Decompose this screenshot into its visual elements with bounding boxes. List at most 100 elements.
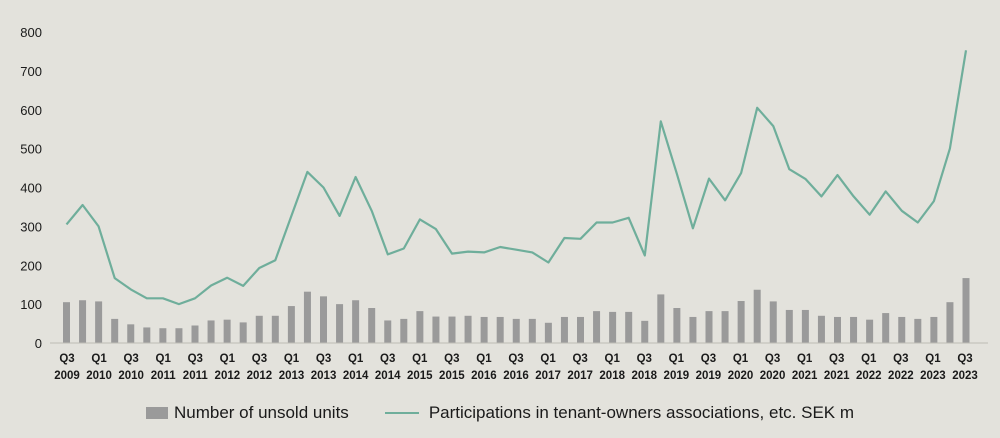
x-tick-year: 2011	[183, 370, 209, 382]
x-tick-year: 2010	[86, 370, 112, 382]
bar	[95, 301, 103, 343]
y-tick-label: 700	[20, 64, 42, 79]
x-tick-quarter: Q1	[797, 353, 813, 365]
bar	[384, 320, 392, 343]
bar	[63, 302, 70, 343]
bar	[753, 289, 761, 343]
x-tick-quarter: Q3	[380, 353, 395, 365]
bar	[673, 308, 681, 343]
y-tick-label: 300	[20, 219, 42, 234]
x-tick-quarter: Q1	[925, 353, 941, 365]
x-tick-year: 2018	[599, 370, 625, 382]
x-tick-year: 2016	[503, 370, 529, 382]
x-tick-quarter: Q3	[637, 353, 652, 365]
x-tick-quarter: Q1	[476, 353, 492, 365]
legend-swatch-line	[384, 412, 419, 414]
x-tick-quarter: Q3	[765, 353, 780, 365]
bar	[528, 318, 536, 343]
x-tick-quarter: Q3	[957, 353, 972, 365]
x-tick-year: 2012	[215, 370, 241, 382]
x-tick-year: 2013	[279, 370, 305, 382]
bar	[785, 309, 793, 343]
x-tick-year: 2009	[54, 370, 80, 382]
bar	[801, 309, 809, 343]
legend-item-bars: Number of unsold units	[145, 403, 349, 423]
x-tick-year: 2020	[728, 370, 754, 382]
x-tick-year: 2015	[439, 370, 465, 382]
legend-item-line: Participations in tenant-owners associat…	[384, 403, 855, 423]
combo-chart: 0 100 200 300 400 500 600 700 800 Q3 2009 Q1 2010 Q3…	[20, 25, 988, 382]
x-tick-year: 2014	[343, 370, 369, 382]
y-tick-label: 100	[20, 297, 42, 312]
bar	[111, 318, 119, 343]
x-tick-quarter: Q1	[605, 353, 621, 365]
bar	[191, 325, 199, 343]
y-tick-label: 500	[20, 142, 42, 157]
bar	[882, 313, 890, 343]
y-tick-label: 400	[20, 181, 42, 196]
x-tick-quarter: Q1	[540, 353, 556, 365]
bar	[705, 311, 713, 343]
x-tick-year: 2021	[792, 370, 818, 382]
bar	[593, 311, 601, 343]
bar	[448, 316, 456, 343]
x-tick-quarter: Q3	[893, 353, 908, 365]
bar	[850, 316, 858, 343]
bar	[175, 328, 183, 343]
bar	[625, 311, 633, 343]
x-tick-quarter: Q1	[220, 353, 236, 365]
bar	[207, 320, 215, 343]
bar	[464, 315, 472, 343]
bar	[834, 316, 841, 343]
bar	[79, 300, 87, 343]
x-tick-year: 2021	[824, 370, 850, 382]
x-tick-quarter: Q3	[59, 353, 74, 365]
x-tick-year: 2018	[631, 370, 657, 382]
x-tick-year: 2022	[856, 370, 882, 382]
line-series	[65, 50, 968, 306]
bar	[336, 304, 344, 343]
x-tick-quarter: Q1	[861, 353, 877, 365]
legend-label-line: Participations in tenant-owners associat…	[428, 403, 855, 422]
x-tick-year: 2011	[151, 370, 177, 382]
x-tick-quarter: Q1	[733, 353, 749, 365]
x-tick-year: 2023	[920, 370, 946, 382]
y-tick-label: 800	[20, 25, 42, 40]
bar	[914, 318, 922, 343]
bar	[432, 316, 440, 343]
bar	[577, 316, 584, 343]
x-tick-year: 2014	[375, 370, 401, 382]
bar	[657, 294, 665, 343]
x-tick-year: 2017	[567, 370, 593, 382]
bar	[769, 301, 777, 343]
x-tick-year: 2016	[471, 370, 497, 382]
x-tick-quarter: Q1	[348, 353, 364, 365]
bar	[255, 315, 263, 343]
bar	[866, 319, 874, 343]
bar	[560, 316, 568, 343]
x-tick-quarter: Q3	[123, 353, 138, 365]
y-tick-label: 600	[20, 103, 42, 118]
x-tick-quarter: Q3	[508, 353, 523, 365]
bar	[223, 319, 231, 343]
x-tick-year: 2015	[407, 370, 433, 382]
x-tick-year: 2019	[696, 370, 722, 382]
bar-series	[63, 278, 970, 343]
bar	[143, 327, 151, 343]
x-axis: Q3 2009 Q1 2010 Q3 2010 Q1 2011 Q3 2011 Q1 2012 Q3 20…	[54, 353, 978, 382]
bar	[127, 324, 135, 343]
bar	[239, 322, 247, 343]
y-tick-label: 200	[20, 258, 42, 273]
x-tick-quarter: Q1	[669, 353, 685, 365]
legend: Number of unsold units Participations in…	[0, 398, 1000, 428]
x-tick-quarter: Q1	[91, 353, 107, 365]
x-tick-year: 2012	[247, 370, 273, 382]
bar	[480, 316, 488, 343]
bar	[496, 316, 504, 343]
bar	[817, 315, 825, 343]
bar	[368, 308, 376, 343]
bar	[287, 306, 295, 343]
bar	[159, 328, 167, 343]
y-tick-label: 0	[35, 336, 42, 351]
x-tick-quarter: Q3	[316, 353, 331, 365]
